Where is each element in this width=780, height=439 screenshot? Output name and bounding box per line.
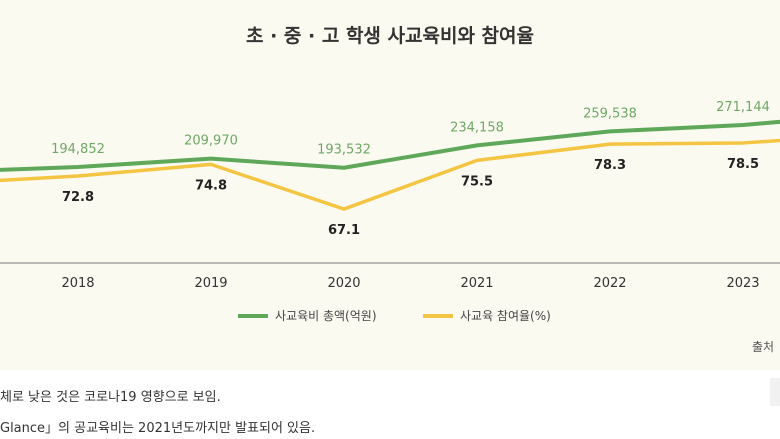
data-labels: 194,852 209,970 193,532 234,158 259,538 271,1…	[51, 100, 770, 238]
participation-data-label: 67.1	[328, 223, 360, 238]
legend-label-participation: 사교육 참여율(%)	[460, 309, 551, 323]
participation-data-label: 78.5	[727, 157, 759, 172]
participation-data-label: 78.3	[594, 158, 626, 173]
spending-data-label: 193,532	[317, 143, 371, 158]
side-box	[770, 378, 780, 406]
chart: 초 · 중 · 고 학생 사교육비와 참여율 194,852 209,970 193…	[0, 25, 780, 354]
spending-data-label: 234,158	[450, 120, 504, 135]
participation-data-label: 75.5	[461, 174, 493, 189]
note-line-2: Glance」의 공교육비는 2021년도까지만 발표되어 있음.	[0, 421, 316, 436]
spending-data-label: 259,538	[583, 106, 637, 121]
spending-data-label: 271,144	[716, 100, 770, 115]
note-line-1: 체로 낮은 것은 코로나19 영향으로 보임.	[0, 390, 221, 405]
series-layer	[0, 119, 780, 211]
x-tick-label: 2020	[327, 276, 360, 291]
participation-data-label: 74.8	[195, 178, 227, 193]
participation-data-label: 72.8	[62, 190, 94, 205]
spending-data-label: 194,852	[51, 142, 105, 157]
x-tick-label: 2022	[593, 276, 626, 291]
spending-data-label: 209,970	[184, 134, 238, 149]
x-tick-label: 2019	[194, 276, 227, 291]
series-line-spending	[0, 119, 780, 172]
source-text: 출처	[752, 340, 774, 354]
series-line-participation	[0, 138, 780, 211]
x-tick-label: 2021	[460, 276, 493, 291]
chart-panel	[0, 0, 780, 370]
x-tick-labels: 2018 2019 2020 2021 2022 2023	[61, 276, 759, 291]
legend-label-spending: 사교육비 총액(억원)	[275, 309, 377, 323]
x-tick-label: 2018	[61, 276, 94, 291]
legend: 사교육비 총액(억원) 사교육 참여율(%)	[238, 309, 551, 323]
chart-title: 초 · 중 · 고 학생 사교육비와 참여율	[246, 25, 534, 47]
x-tick-label: 2023	[726, 276, 759, 291]
